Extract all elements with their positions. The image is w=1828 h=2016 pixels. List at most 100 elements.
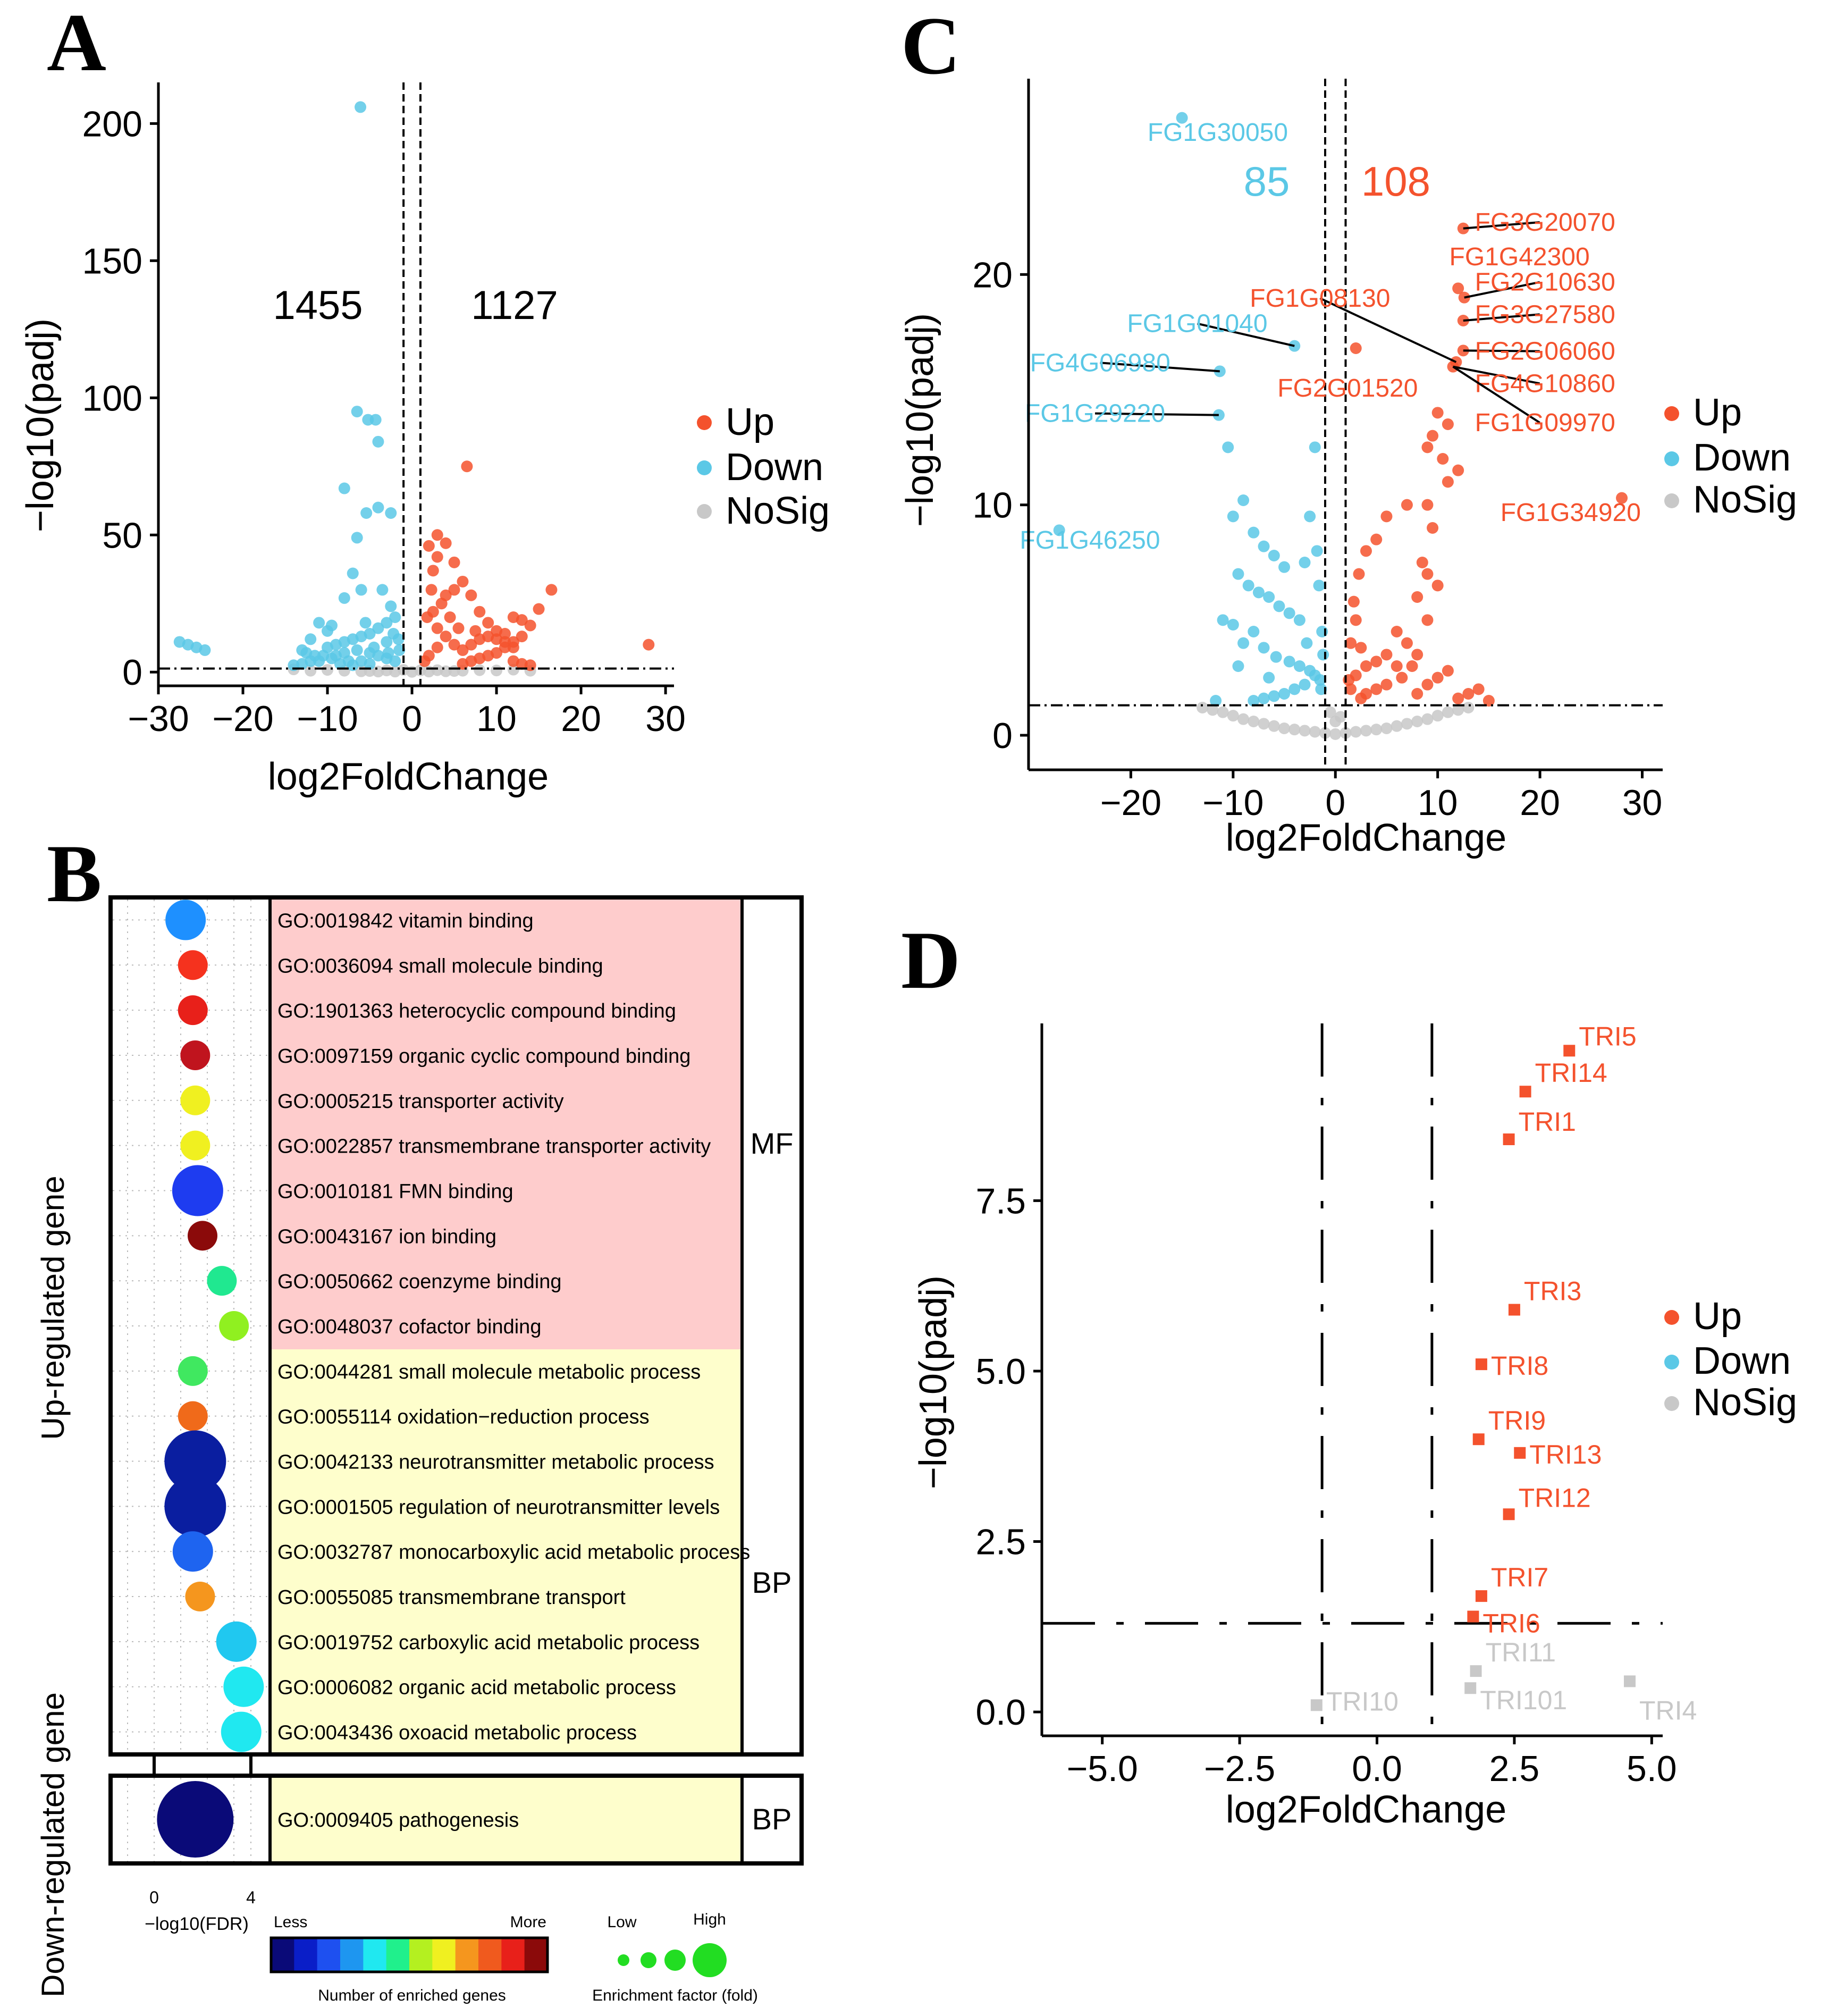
point-nosig [1227, 710, 1239, 722]
gene-label: FG1G09970 [1475, 409, 1615, 437]
point-up [1442, 476, 1454, 488]
point-up [1350, 614, 1362, 626]
panel-label-d: D [901, 914, 961, 1006]
colorbar-segment [478, 1938, 502, 1972]
gene-label-leader [1197, 322, 1295, 347]
go-term-label: GO:0006082 organic acid metabolic proces… [277, 1677, 676, 1699]
colorbar-segment [363, 1938, 387, 1972]
x-tick-label: 30 [645, 699, 686, 739]
point-nosig [381, 665, 393, 677]
point-nosig [1268, 720, 1280, 732]
y-tick-label: 0 [122, 652, 142, 693]
point-up [457, 644, 469, 656]
point-up [1370, 533, 1383, 545]
point-nosig [1421, 713, 1434, 725]
gene-label: FG2G06060 [1475, 338, 1615, 366]
tri-point [1519, 1086, 1531, 1098]
go-bubble [180, 1040, 210, 1070]
size-legend: Low High Enrichment factor (fold) [592, 1911, 758, 2004]
colorbar-segment [524, 1938, 548, 1972]
point-up [465, 589, 477, 601]
go-term-label: GO:0043167 ion binding [277, 1225, 496, 1248]
point-down [393, 644, 406, 656]
tri-point [1310, 1699, 1322, 1711]
tri-label: TRI3 [1524, 1276, 1581, 1306]
point-down [1210, 695, 1222, 707]
point-down [1248, 526, 1260, 539]
point-nosig [305, 665, 317, 677]
down-box [108, 1774, 804, 1866]
point-up [440, 631, 452, 643]
panel-d-tri-genes: TRI5 TRI14 TRI1 TRI3 TRI8 TRI9 TRI13 TRI12 TRI7 T… [912, 1021, 1797, 1831]
point-down [1278, 561, 1291, 573]
point-down [1258, 642, 1270, 654]
point-down [389, 611, 401, 624]
panel-b-go-enrichment: GO:0019842 vitamin binding GO:0036094 sma… [35, 895, 804, 2004]
point-down [1283, 656, 1295, 668]
point-down [369, 414, 382, 426]
point-up [423, 540, 435, 552]
tri-point [1623, 1675, 1636, 1687]
gene-label: FG1G46250 [1020, 526, 1160, 555]
point-up [1380, 678, 1393, 691]
go-bubble [165, 900, 206, 940]
point-up [474, 606, 486, 618]
legend-down-marker [1664, 451, 1679, 466]
point-up [457, 575, 469, 587]
point-down [1258, 540, 1270, 552]
go-bubble [180, 1085, 210, 1115]
tri-label: TRI6 [1482, 1609, 1540, 1639]
point-up [533, 603, 545, 615]
x-tick-label: −20 [1100, 783, 1161, 823]
point-up [1396, 671, 1408, 684]
point-up [1380, 510, 1393, 523]
point-up [448, 556, 460, 568]
panel-a-points [158, 82, 674, 686]
point-down [305, 633, 317, 645]
point-up [545, 584, 558, 596]
go-bubble [207, 1266, 237, 1296]
panel-d-x-label: log2FoldChange [1226, 1788, 1506, 1831]
gene-label-leader [1464, 281, 1540, 299]
point-nosig [1334, 711, 1346, 723]
point-up [427, 565, 439, 577]
go-bubble [178, 1356, 208, 1386]
point-up [1442, 418, 1454, 430]
panel-d-legend: Up Down NoSig [1664, 1295, 1797, 1424]
colorbar-segment [271, 1938, 295, 1972]
colorbar [269, 1936, 549, 1973]
colorbar-segment [294, 1938, 318, 1972]
point-nosig [1237, 713, 1250, 725]
gene-label: FG4G06980 [1030, 349, 1170, 377]
go-bubble [178, 995, 208, 1026]
x-tick-label: 0.0 [1352, 1749, 1402, 1789]
point-down [1311, 545, 1323, 557]
point-down [355, 101, 367, 113]
tri-point [1475, 1358, 1487, 1371]
panel-a-up-count: 1127 [471, 283, 558, 328]
point-down [322, 625, 334, 637]
gene-label-leader [1319, 297, 1457, 363]
go-term-label: GO:1901363 heterocyclic compound binding [277, 1000, 676, 1022]
go-bubble [188, 1221, 217, 1251]
point-nosig [431, 664, 443, 676]
point-down [364, 658, 376, 670]
point-down [359, 617, 372, 629]
go-term-label: GO:0050662 coenzyme binding [277, 1271, 561, 1293]
tri-label: TRI5 [1579, 1021, 1636, 1051]
panel-c-y-ticks: 0 10 20 [972, 255, 1029, 756]
point-up [1421, 614, 1434, 626]
legend-down-marker [697, 460, 712, 475]
y-tick-label: 5.0 [975, 1351, 1026, 1392]
point-up [431, 641, 443, 653]
go-term-label: GO:0036094 small molecule binding [277, 955, 603, 977]
legend-up-marker [1664, 406, 1679, 421]
tri-label: TRI7 [1491, 1563, 1548, 1592]
go-bubble [172, 1165, 223, 1216]
y-tick-label: 50 [102, 515, 142, 556]
point-up [1482, 695, 1495, 707]
point-up [1345, 637, 1357, 649]
point-nosig [1258, 718, 1270, 730]
colorbar-segment [409, 1938, 433, 1972]
